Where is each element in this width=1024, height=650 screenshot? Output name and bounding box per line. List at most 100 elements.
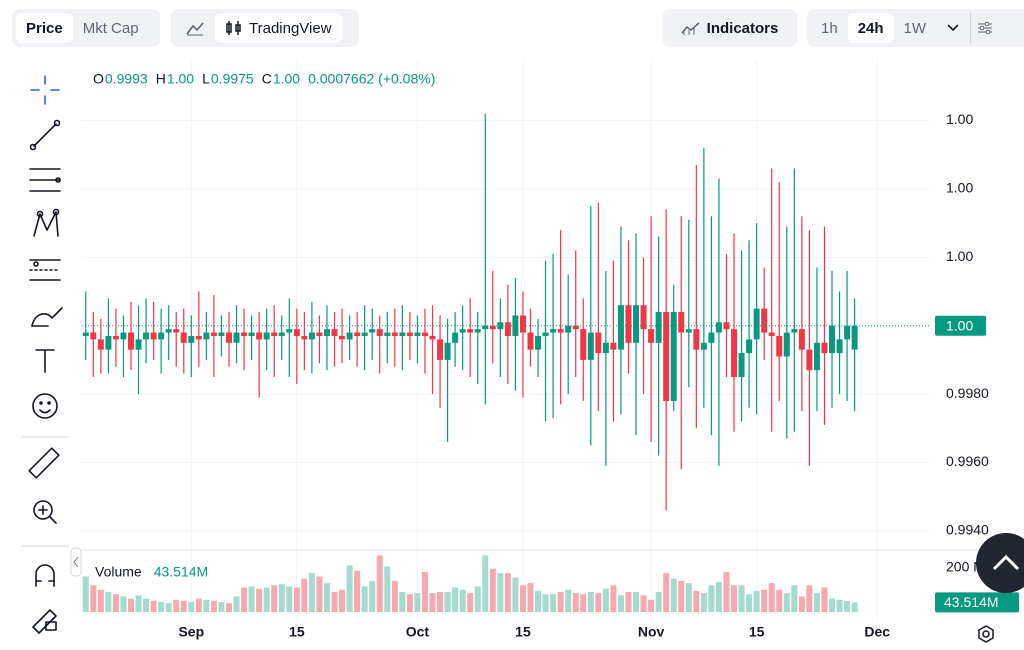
candle-body: [587, 332, 594, 360]
candle-body: [346, 332, 353, 340]
y-tick-label: 0.9980: [946, 385, 989, 401]
text-tool[interactable]: [35, 349, 55, 373]
candle-body: [384, 332, 391, 336]
volume-bar: [248, 586, 255, 612]
line-chart-button[interactable]: [175, 13, 215, 43]
settings-icon[interactable]: [978, 625, 994, 643]
volume-bar: [127, 598, 134, 612]
candle-body: [203, 332, 210, 340]
volume-bar: [715, 582, 722, 612]
last-price-label: 1.00: [946, 317, 973, 333]
interval-button[interactable]: 1h: [821, 19, 838, 37]
y-tick-label: 0.9940: [946, 522, 989, 538]
candle-body: [323, 329, 330, 336]
candle-body: [165, 329, 172, 333]
candle-body: [233, 332, 240, 343]
volume-bar: [391, 580, 398, 612]
candle-body: [256, 332, 263, 340]
volume-bar: [331, 592, 338, 612]
line-icon: [186, 22, 204, 36]
volume-bar: [610, 585, 617, 612]
candle-body: [150, 332, 157, 340]
fib-tool[interactable]: [29, 168, 61, 192]
volume-bar: [361, 586, 368, 612]
emoji-tool[interactable]: [32, 393, 58, 419]
volume-bar: [776, 589, 783, 612]
trend-line-tool[interactable]: [29, 119, 61, 151]
candle-body: [580, 329, 587, 360]
volume-value: 43.514M: [154, 564, 208, 580]
volume-bar: [256, 588, 263, 612]
candle-body: [308, 332, 315, 340]
candle-body: [437, 339, 444, 360]
candle-body: [625, 305, 632, 343]
y-tick-label: 1.00: [946, 248, 973, 264]
candle-body: [753, 308, 760, 340]
interval-dropdown[interactable]: [936, 13, 970, 43]
volume-bar: [821, 587, 828, 612]
candle-body: [535, 335, 542, 350]
volume-bar: [685, 583, 692, 612]
candle-body: [670, 312, 677, 401]
candle-body: [723, 322, 730, 330]
collapse-handle[interactable]: [70, 547, 82, 577]
volume-bar: [437, 592, 444, 612]
candle-body: [339, 335, 346, 340]
projection-tool[interactable]: [29, 259, 61, 281]
volume-bar: [625, 592, 632, 612]
volume-bar: [105, 592, 112, 612]
last-volume-label: 43.514M: [944, 594, 998, 610]
candle-body: [429, 335, 436, 340]
volume-bar: [459, 589, 466, 612]
volume-bar: [384, 566, 391, 612]
indicators-button[interactable]: Indicators: [662, 9, 797, 47]
volume-bar: [90, 585, 97, 612]
interval-button[interactable]: 1W: [903, 19, 927, 37]
ruler-tool[interactable]: [28, 447, 60, 479]
volume-bar: [798, 596, 805, 612]
candle-body: [851, 325, 858, 350]
interval-button[interactable]: 24h: [847, 13, 894, 43]
candle-body: [271, 332, 278, 336]
candle-body: [648, 329, 655, 343]
volume-bar: [444, 592, 451, 612]
ohlc-key: L: [202, 71, 210, 87]
brush-tool[interactable]: [31, 307, 63, 327]
volume-bar: [572, 593, 579, 612]
candle-body: [188, 335, 195, 343]
crosshair-tool[interactable]: [30, 75, 60, 105]
candle-body: [738, 353, 745, 378]
chevron-icon: [947, 24, 959, 32]
candle-chart-button[interactable]: TradingView: [215, 13, 342, 43]
drawing-tools: [21, 75, 69, 634]
volume-bar: [203, 599, 210, 612]
magnet-tool[interactable]: [35, 564, 55, 587]
pattern-tool[interactable]: [33, 208, 60, 237]
candle-body: [813, 342, 820, 371]
zoom-tool[interactable]: [33, 500, 57, 524]
tab-button[interactable]: Price: [16, 13, 73, 43]
candle-body: [633, 305, 640, 343]
lock-tool[interactable]: [32, 609, 57, 634]
volume-bar: [497, 573, 504, 612]
scroll-top-button[interactable]: [976, 533, 1024, 593]
volume-bar: [308, 573, 315, 612]
candle-body: [550, 329, 557, 333]
volume-bar: [783, 593, 790, 612]
volume-bar: [195, 598, 202, 612]
settings-button[interactable]: [970, 13, 999, 43]
y-tick-label: 1.00: [946, 180, 973, 196]
candle-body: [768, 332, 775, 336]
tab-button[interactable]: Mkt Cap: [82, 19, 139, 37]
volume-bar: [678, 580, 685, 612]
volume-bar: [565, 589, 572, 612]
volume-bar: [143, 598, 150, 612]
volume-bar: [301, 578, 308, 612]
sliders-icon: [978, 21, 993, 35]
chart-type-group: TradingView: [171, 9, 359, 47]
candle-body: [821, 342, 828, 354]
volume-bar: [648, 599, 655, 612]
candle-body: [112, 335, 119, 340]
candle-body: [663, 312, 670, 401]
